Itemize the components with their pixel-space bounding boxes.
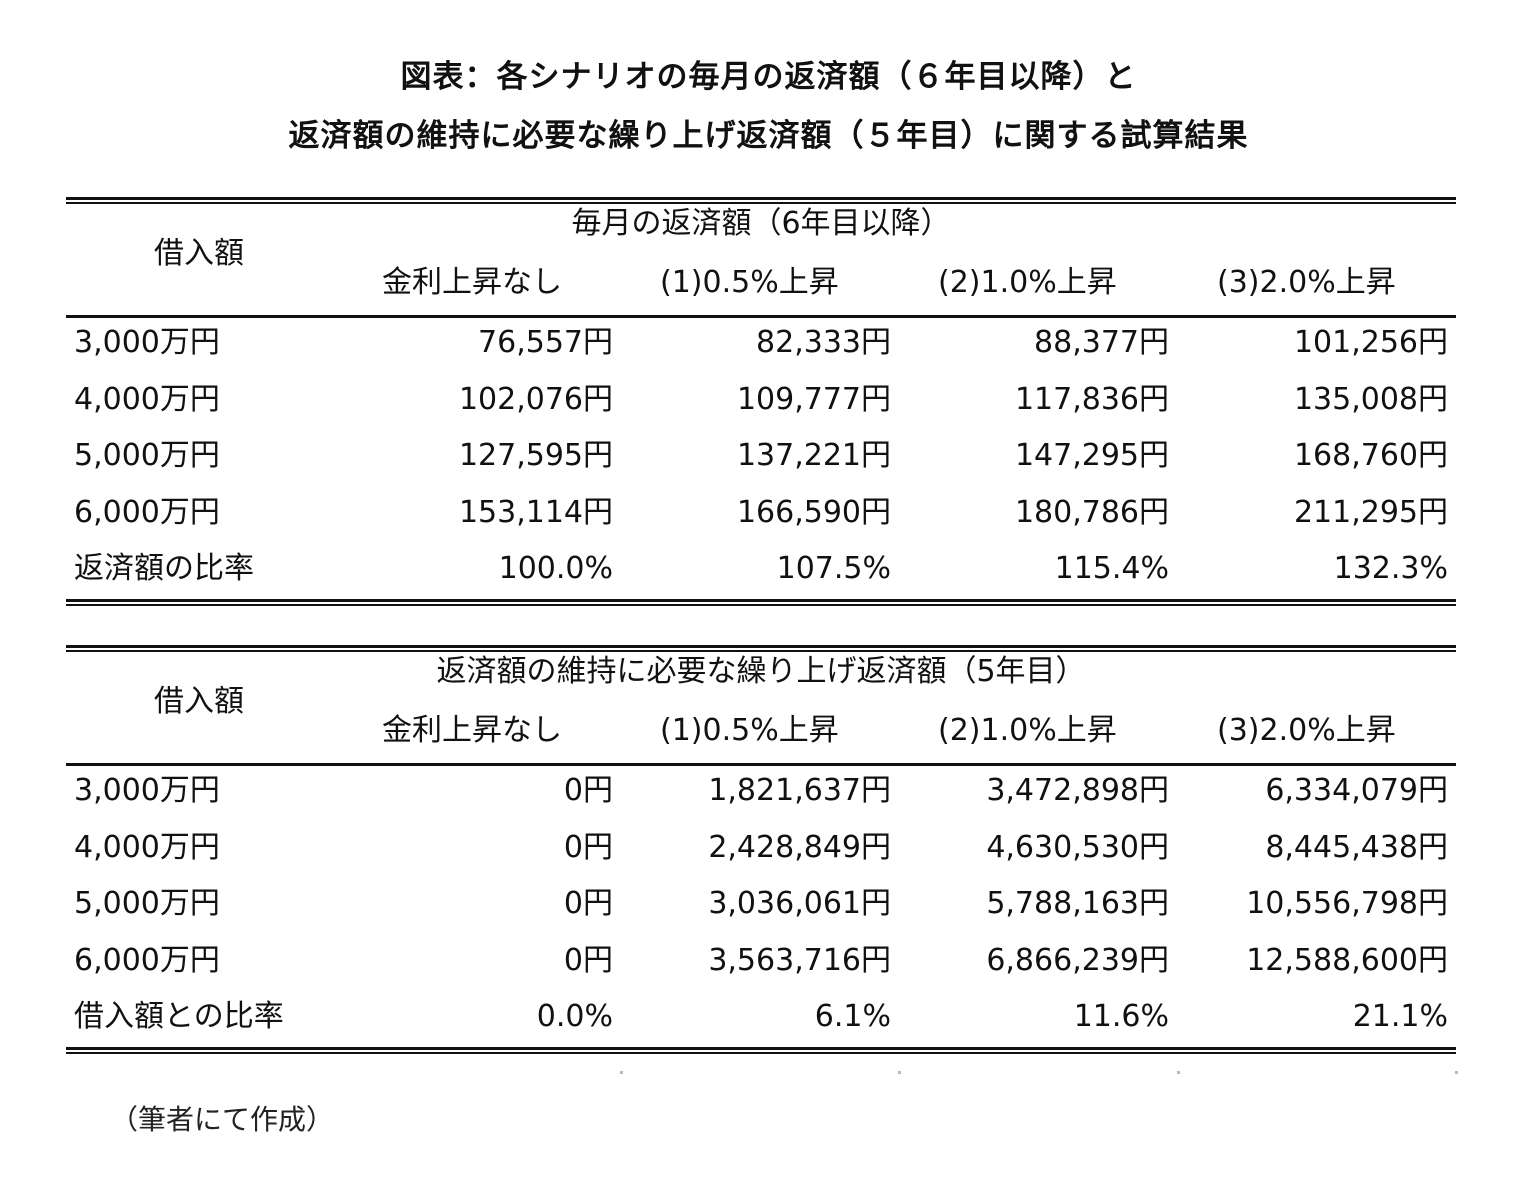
table-cell: 137,221円 (736, 438, 891, 473)
header-rule (66, 763, 1456, 766)
column-header: (3)2.0%上昇 (1217, 265, 1396, 300)
table-cell: 6,334,079円 (1265, 773, 1448, 808)
column-header: (2)1.0%上昇 (938, 265, 1117, 300)
source-note: （筆者にて作成） (110, 1103, 335, 1136)
table-cell: 3,472,898円 (986, 773, 1169, 808)
row-label: 5,000万円 (74, 886, 220, 921)
table-cell: 0円 (563, 886, 613, 921)
table-cell: 76,557円 (478, 325, 613, 360)
column-header: (3)2.0%上昇 (1217, 713, 1396, 748)
decorative-dot (1455, 1071, 1458, 1074)
row-label: 3,000万円 (74, 325, 220, 360)
column-header: 金利上昇なし (382, 713, 562, 748)
decorative-dot (898, 1071, 901, 1074)
row-label: 6,000万円 (74, 943, 220, 978)
table-cell: 0円 (563, 830, 613, 865)
group-header: 毎月の返済額（6年目以降） (571, 206, 951, 241)
header-rule (66, 315, 1456, 318)
table-cell: 132.3% (1333, 551, 1448, 586)
table-cell: 115.4% (1054, 551, 1169, 586)
table-cell: 102,076円 (458, 382, 613, 417)
row-label: 4,000万円 (74, 382, 220, 417)
table-cell: 211,295円 (1293, 495, 1448, 530)
row-header: 借入額 (154, 684, 244, 719)
table-cell: 117,836円 (1014, 382, 1169, 417)
table-cell: 11.6% (1073, 999, 1169, 1034)
table-cell: 0円 (563, 943, 613, 978)
table-cell: 2,428,849円 (708, 830, 891, 865)
table-bottom-rule (66, 1047, 1456, 1054)
row-label: 3,000万円 (74, 773, 220, 808)
row-header: 借入額 (154, 236, 244, 271)
prepayment-table: 借入額 返済額の維持に必要な繰り上げ返済額（5年目） 金利上昇なし (1)0.5… (66, 645, 1456, 1057)
row-label: 4,000万円 (74, 830, 220, 865)
decorative-dot (620, 1071, 623, 1074)
table-cell: 100.0% (498, 551, 613, 586)
table-cell: 88,377円 (1034, 325, 1169, 360)
table-cell: 3,036,061円 (708, 886, 891, 921)
monthly-payment-table: 借入額 毎月の返済額（6年目以降） 金利上昇なし (1)0.5%上昇 (2)1.… (66, 197, 1456, 609)
table-cell: 135,008円 (1293, 382, 1448, 417)
table-cell: 8,445,438円 (1265, 830, 1448, 865)
row-label: 返済額の比率 (74, 551, 254, 586)
table-cell: 82,333円 (756, 325, 891, 360)
table-cell: 10,556,798円 (1246, 886, 1448, 921)
table-cell: 5,788,163円 (986, 886, 1169, 921)
table-cell: 21.1% (1352, 999, 1448, 1034)
table-bottom-rule (66, 599, 1456, 606)
column-header: 金利上昇なし (382, 265, 562, 300)
table-cell: 147,295円 (1014, 438, 1169, 473)
group-header: 返済額の維持に必要な繰り上げ返済額（5年目） (436, 654, 1086, 689)
table-cell: 107.5% (776, 551, 891, 586)
table-cell: 4,630,530円 (986, 830, 1169, 865)
table-cell: 12,588,600円 (1246, 943, 1448, 978)
row-label: 6,000万円 (74, 495, 220, 530)
table-cell: 6.1% (814, 999, 891, 1034)
table-cell: 0円 (563, 773, 613, 808)
table-cell: 1,821,637円 (708, 773, 891, 808)
table-top-rule (66, 645, 1456, 652)
table-cell: 153,114円 (458, 495, 613, 530)
table-top-rule (66, 197, 1456, 204)
table-cell: 101,256円 (1293, 325, 1448, 360)
table-cell: 0.0% (536, 999, 613, 1034)
column-header: (1)0.5%上昇 (660, 713, 839, 748)
table-cell: 168,760円 (1293, 438, 1448, 473)
row-label: 5,000万円 (74, 438, 220, 473)
table-cell: 180,786円 (1014, 495, 1169, 530)
table-cell: 3,563,716円 (708, 943, 891, 978)
table-cell: 109,777円 (736, 382, 891, 417)
row-label: 借入額との比率 (74, 999, 284, 1034)
table-cell: 127,595円 (458, 438, 613, 473)
figure-title-line2: 返済額の維持に必要な繰り上げ返済額（５年目）に関する試算結果 (288, 118, 1249, 154)
table-cell: 166,590円 (736, 495, 891, 530)
table-cell: 6,866,239円 (986, 943, 1169, 978)
column-header: (2)1.0%上昇 (938, 713, 1117, 748)
column-header: (1)0.5%上昇 (660, 265, 839, 300)
figure-title-line1: 図表：各シナリオの毎月の返済額（６年目以降）と (400, 59, 1137, 95)
decorative-dot (1177, 1071, 1180, 1074)
